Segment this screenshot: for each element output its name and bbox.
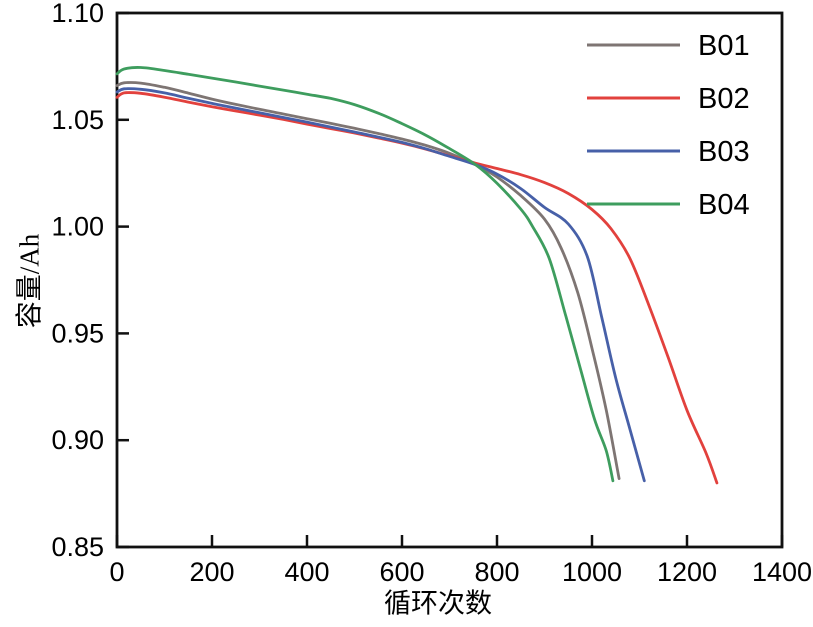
x-tick-label: 1000 [562, 557, 622, 587]
x-axis-title: 循环次数 [384, 588, 492, 619]
legend-label-b04: B04 [698, 189, 750, 221]
plot-frame [115, 11, 784, 549]
y-tick-label: 1.05 [51, 105, 104, 135]
x-tick-label: 800 [474, 557, 519, 587]
x-tick-label: 400 [284, 557, 329, 587]
x-tick-label: 200 [189, 557, 234, 587]
y-axis-title: 容量/Ah [14, 233, 45, 329]
x-tick-label: 600 [379, 557, 424, 587]
series-line-b03 [115, 87, 646, 483]
y-tick-label: 1.10 [51, 0, 104, 28]
legend-label-b03: B03 [698, 136, 750, 168]
x-tick-label: 1200 [657, 557, 717, 587]
y-tick-label: 1.00 [51, 212, 104, 242]
y-tick-label: 0.85 [51, 532, 104, 562]
x-tick-label: 0 [109, 557, 124, 587]
legend-label-b02: B02 [698, 83, 750, 115]
series-line-b04 [115, 66, 615, 483]
y-tick-label: 0.95 [51, 318, 104, 348]
legend-label-b01: B01 [698, 30, 750, 62]
series-line-b01 [115, 81, 621, 480]
x-tick-label: 1400 [752, 557, 812, 587]
y-tick-label: 0.90 [51, 425, 104, 455]
